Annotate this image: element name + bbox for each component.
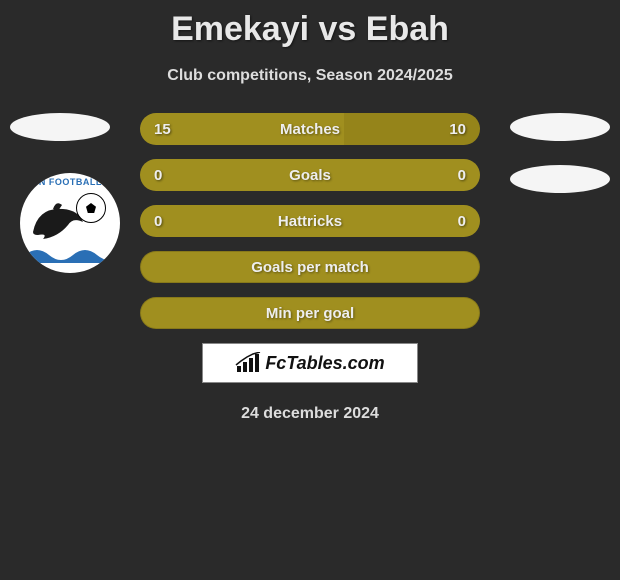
left-team-badge-placeholder [10, 113, 110, 141]
soccer-ball-icon [76, 193, 106, 223]
stat-label: Goals [289, 167, 331, 184]
stat-label: Matches [280, 121, 340, 138]
page-title: Emekayi vs Ebah [0, 0, 620, 49]
stat-row: 0 Goals 0 [140, 159, 480, 191]
stat-left-value: 15 [154, 121, 171, 138]
stat-label: Min per goal [266, 305, 354, 322]
stat-label: Hattricks [278, 213, 342, 230]
stat-rows: 15 Matches 10 0 Goals 0 0 Hattricks 0 Goals per m… [140, 113, 480, 329]
club-logo-text: PHIN FOOTBALL CL [20, 177, 120, 187]
stat-left-value: 0 [154, 213, 162, 230]
left-club-logo: PHIN FOOTBALL CL [20, 173, 120, 273]
stat-right-value: 0 [458, 167, 466, 184]
date-text: 24 december 2024 [0, 405, 620, 423]
right-team-badge-placeholder-2 [510, 165, 610, 193]
stat-right-fill [310, 159, 480, 191]
brand-text: FcTables.com [265, 353, 384, 374]
stat-right-value: 10 [449, 121, 466, 138]
stat-right-value: 0 [458, 213, 466, 230]
stat-row: 0 Hattricks 0 [140, 205, 480, 237]
stat-row-single: Min per goal [140, 297, 480, 329]
stat-row-single: Goals per match [140, 251, 480, 283]
stat-left-value: 0 [154, 167, 162, 184]
subtitle: Club competitions, Season 2024/2025 [0, 67, 620, 85]
stat-left-fill [140, 159, 310, 191]
stat-row: 15 Matches 10 [140, 113, 480, 145]
wave-icon [25, 243, 115, 263]
right-team-badge-placeholder-1 [510, 113, 610, 141]
stat-label: Goals per match [251, 259, 369, 276]
comparison-content: PHIN FOOTBALL CL 15 Matches 10 0 Goals 0 0 Hatt… [0, 113, 620, 423]
brand-box[interactable]: FcTables.com [202, 343, 418, 383]
chart-icon [235, 352, 261, 374]
